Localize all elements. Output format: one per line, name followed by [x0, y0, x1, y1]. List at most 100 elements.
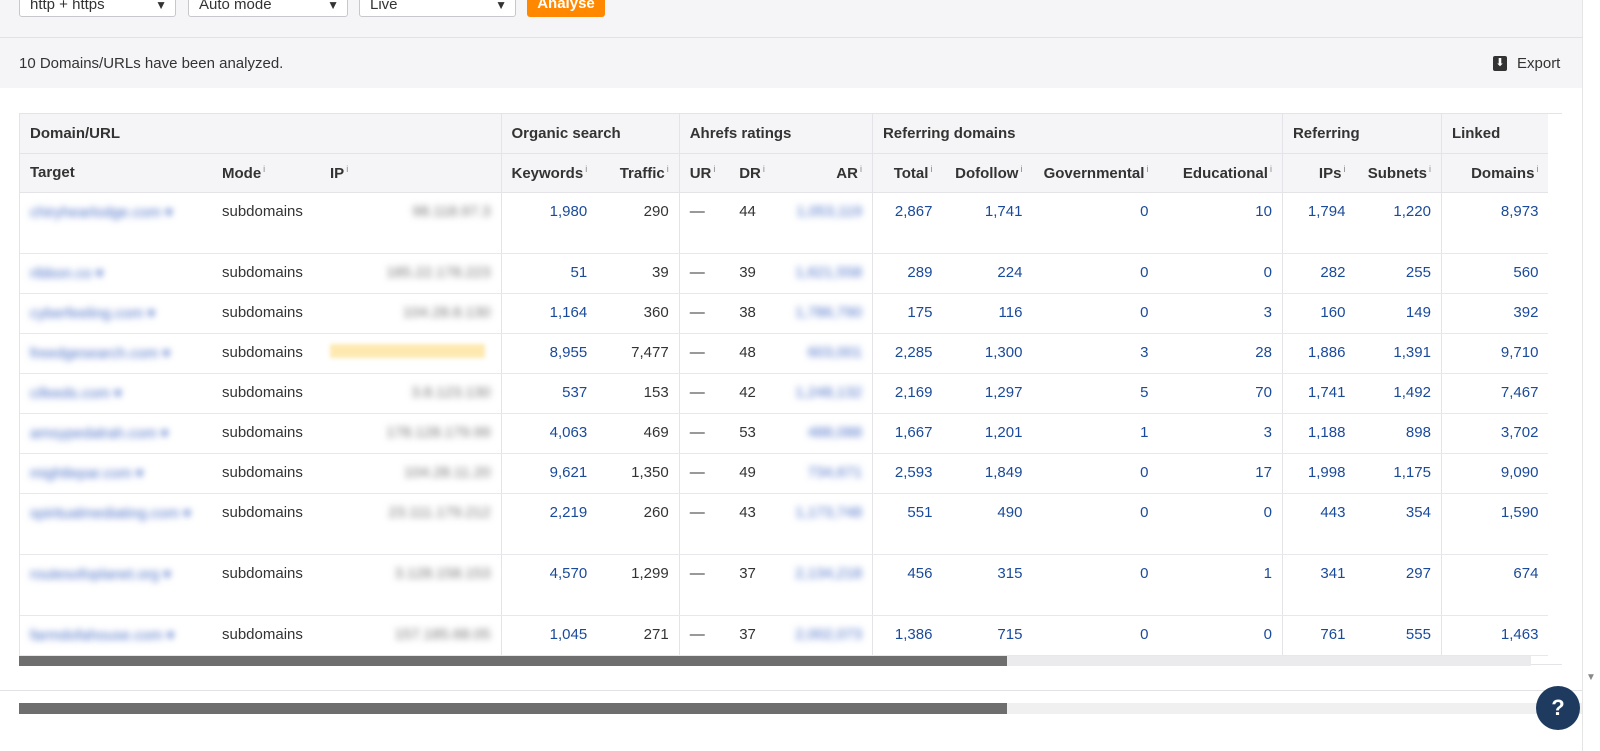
info-icon[interactable]: i: [263, 163, 266, 174]
linked-domains-link[interactable]: 674: [1440, 554, 1549, 616]
info-icon[interactable]: i: [930, 163, 933, 174]
ips-link[interactable]: 282: [1281, 253, 1356, 294]
ips-link[interactable]: 443: [1281, 493, 1356, 555]
keywords-link[interactable]: 4,063: [500, 413, 598, 454]
export-button[interactable]: ⬇ Export: [1493, 55, 1560, 72]
target-link[interactable]: amsypedalrah.com ▾: [20, 413, 212, 454]
keywords-link[interactable]: 8,955: [500, 333, 598, 374]
governmental-link[interactable]: 3: [1032, 333, 1159, 374]
table-horizontal-scrollbar[interactable]: [19, 656, 1531, 666]
educational-link[interactable]: 28: [1158, 333, 1283, 374]
educational-link[interactable]: 0: [1158, 253, 1283, 294]
column-header-ip[interactable]: IP i: [320, 153, 501, 193]
governmental-link[interactable]: 0: [1032, 192, 1159, 254]
info-icon[interactable]: i: [1428, 163, 1431, 174]
linked-domains-link[interactable]: 8,973: [1440, 192, 1549, 254]
subnets-link[interactable]: 297: [1355, 554, 1442, 616]
subnets-link[interactable]: 555: [1355, 615, 1442, 656]
governmental-link[interactable]: 1: [1032, 413, 1159, 454]
column-header-ur[interactable]: UR i: [678, 153, 730, 193]
total-link[interactable]: 2,867: [871, 192, 943, 254]
subnets-link[interactable]: 1,175: [1355, 453, 1442, 494]
linked-domains-link[interactable]: 1,463: [1440, 615, 1549, 656]
info-icon[interactable]: i: [1343, 163, 1346, 174]
educational-link[interactable]: 17: [1158, 453, 1283, 494]
info-icon[interactable]: i: [713, 163, 716, 174]
total-link[interactable]: 2,593: [871, 453, 943, 494]
dofollow-link[interactable]: 1,297: [942, 373, 1033, 414]
governmental-link[interactable]: 0: [1032, 554, 1159, 616]
ips-link[interactable]: 1,886: [1281, 333, 1356, 374]
target-link[interactable]: farmdofahouse.com ▾: [20, 615, 212, 656]
educational-link[interactable]: 70: [1158, 373, 1283, 414]
educational-link[interactable]: 3: [1158, 413, 1283, 454]
info-icon[interactable]: i: [666, 163, 669, 174]
ips-link[interactable]: 1,998: [1281, 453, 1356, 494]
total-link[interactable]: 551: [871, 493, 943, 555]
target-link[interactable]: ribbon.co ▾: [20, 253, 212, 294]
column-header-domains[interactable]: Domains i: [1440, 153, 1549, 193]
ips-link[interactable]: 761: [1281, 615, 1356, 656]
keywords-link[interactable]: 9,621: [500, 453, 598, 494]
total-link[interactable]: 1,667: [871, 413, 943, 454]
column-header-keywords[interactable]: Keywords i: [500, 153, 598, 193]
dofollow-link[interactable]: 315: [942, 554, 1033, 616]
keywords-link[interactable]: 2,219: [500, 493, 598, 555]
linked-domains-link[interactable]: 392: [1440, 293, 1549, 334]
educational-link[interactable]: 3: [1158, 293, 1283, 334]
total-link[interactable]: 175: [871, 293, 943, 334]
info-icon[interactable]: i: [1536, 163, 1539, 174]
total-link[interactable]: 2,169: [871, 373, 943, 414]
target-link[interactable]: routesofoplanet.org ▾: [20, 554, 212, 616]
info-icon[interactable]: i: [1020, 163, 1023, 174]
dofollow-link[interactable]: 1,300: [942, 333, 1033, 374]
dofollow-link[interactable]: 224: [942, 253, 1033, 294]
protocol-select[interactable]: http + https ▼: [19, 0, 176, 17]
dofollow-link[interactable]: 1,201: [942, 413, 1033, 454]
ips-link[interactable]: 1,741: [1281, 373, 1356, 414]
linked-domains-link[interactable]: 560: [1440, 253, 1549, 294]
column-header-educational[interactable]: Educational i: [1158, 153, 1283, 193]
governmental-link[interactable]: 0: [1032, 493, 1159, 555]
dofollow-link[interactable]: 116: [942, 293, 1033, 334]
info-icon[interactable]: i: [859, 163, 862, 174]
governmental-link[interactable]: 0: [1032, 453, 1159, 494]
info-icon[interactable]: i: [762, 163, 765, 174]
governmental-link[interactable]: 0: [1032, 615, 1159, 656]
target-link[interactable]: mightlepar.com ▾: [20, 453, 212, 494]
help-button[interactable]: ?: [1536, 686, 1580, 730]
scroll-down-arrow-icon[interactable]: ▼: [1586, 672, 1596, 683]
total-link[interactable]: 2,285: [871, 333, 943, 374]
subnets-link[interactable]: 1,391: [1355, 333, 1442, 374]
educational-link[interactable]: 1: [1158, 554, 1283, 616]
keywords-link[interactable]: 1,045: [500, 615, 598, 656]
info-icon[interactable]: i: [585, 163, 588, 174]
keywords-link[interactable]: 537: [500, 373, 598, 414]
column-header-target[interactable]: Target: [20, 153, 212, 193]
column-header-traffic[interactable]: Traffic i: [597, 153, 680, 193]
target-link[interactable]: chiryhearlodge.com ▾: [20, 192, 212, 254]
page-horizontal-scrollbar[interactable]: [19, 703, 1582, 714]
subnets-link[interactable]: 354: [1355, 493, 1442, 555]
scrollbar-thumb[interactable]: [19, 656, 1007, 666]
dofollow-link[interactable]: 715: [942, 615, 1033, 656]
total-link[interactable]: 289: [871, 253, 943, 294]
target-link[interactable]: spiritualmediating.com ▾: [20, 493, 212, 555]
governmental-link[interactable]: 0: [1032, 293, 1159, 334]
dofollow-link[interactable]: 490: [942, 493, 1033, 555]
subnets-link[interactable]: 1,220: [1355, 192, 1442, 254]
target-link[interactable]: freedgesearch.com ▾: [20, 333, 212, 374]
column-header-total[interactable]: Total i: [871, 153, 943, 193]
educational-link[interactable]: 10: [1158, 192, 1283, 254]
page-vertical-scrollbar[interactable]: ▼: [1582, 0, 1600, 751]
dofollow-link[interactable]: 1,741: [942, 192, 1033, 254]
educational-link[interactable]: 0: [1158, 493, 1283, 555]
linked-domains-link[interactable]: 9,090: [1440, 453, 1549, 494]
total-link[interactable]: 1,386: [871, 615, 943, 656]
keywords-link[interactable]: 51: [500, 253, 598, 294]
column-header-ar[interactable]: AR i: [785, 153, 873, 193]
ips-link[interactable]: 160: [1281, 293, 1356, 334]
info-icon[interactable]: i: [1146, 163, 1149, 174]
mode-select[interactable]: Auto mode ▼: [188, 0, 348, 17]
column-header-subnets[interactable]: Subnets i: [1355, 153, 1442, 193]
